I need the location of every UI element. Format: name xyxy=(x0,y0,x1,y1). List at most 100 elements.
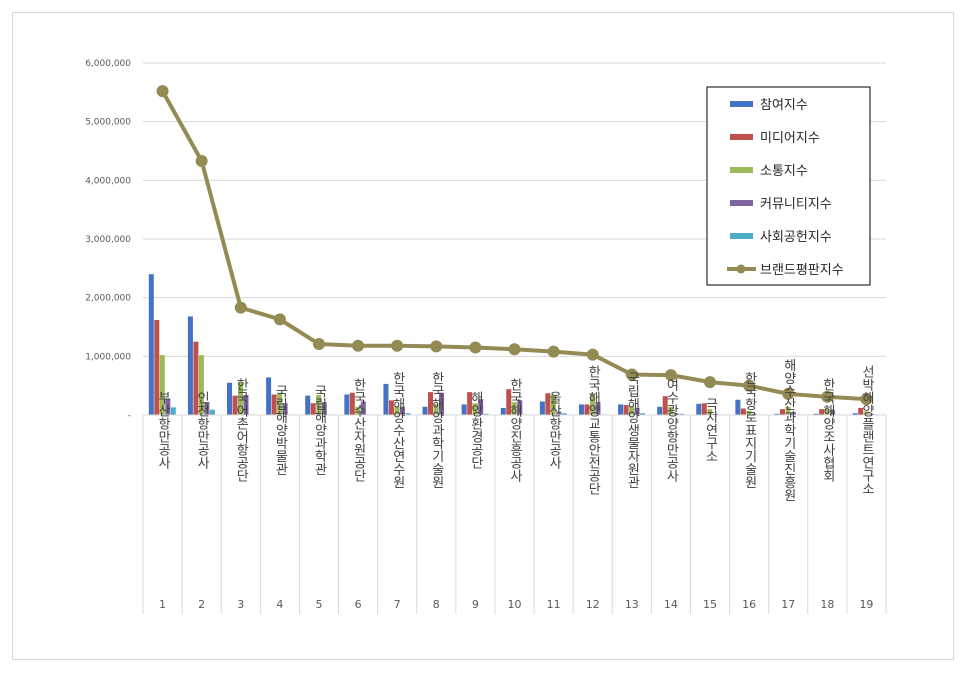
bar xyxy=(500,407,506,415)
legend-label: 참여지수 xyxy=(760,98,808,113)
bar xyxy=(467,392,473,415)
bar xyxy=(584,404,590,415)
bar xyxy=(662,396,668,415)
bar xyxy=(148,274,154,415)
bar xyxy=(863,411,869,415)
legend-entry: 참여지수 xyxy=(730,98,808,113)
line-point xyxy=(273,313,286,326)
rank-label: 7 xyxy=(394,598,401,611)
line-point xyxy=(430,340,443,353)
y-tick-label: - xyxy=(128,411,131,421)
x-tick-label: 한국해양과학기술원 xyxy=(429,372,444,489)
bars xyxy=(148,274,880,415)
bar xyxy=(618,404,624,415)
bar xyxy=(869,413,875,415)
bar xyxy=(813,413,819,415)
bar xyxy=(310,403,316,415)
rank-label: 5 xyxy=(315,598,322,611)
legend-label: 커뮤니티지수 xyxy=(760,197,832,212)
rank-label: 4 xyxy=(276,598,283,611)
rank-label: 13 xyxy=(625,598,639,611)
rank-label: 6 xyxy=(355,598,362,611)
bar xyxy=(344,394,350,415)
line-point xyxy=(743,379,756,392)
bar xyxy=(483,413,489,415)
bar xyxy=(852,413,858,415)
bar xyxy=(779,409,785,415)
bar xyxy=(790,412,796,415)
line-point xyxy=(508,343,521,356)
bar xyxy=(578,404,584,415)
bar xyxy=(712,413,718,415)
bar xyxy=(539,401,545,415)
legend-label: 소통지수 xyxy=(760,164,808,179)
rank-label: 14 xyxy=(664,598,678,611)
y-tick-label: 1,000,000 xyxy=(85,352,131,362)
bar xyxy=(824,408,830,415)
bar xyxy=(187,316,193,415)
line-point xyxy=(547,345,560,358)
x-tick-label: 인천항만공사 xyxy=(194,391,209,469)
bar xyxy=(640,413,646,415)
bar-series xyxy=(148,274,858,415)
bar xyxy=(383,383,389,415)
bar xyxy=(154,319,160,415)
legend-entry: 사회공헌지수 xyxy=(730,230,832,245)
bar xyxy=(550,395,556,415)
bar xyxy=(355,406,361,415)
line-point xyxy=(391,339,404,352)
rank-label: 18 xyxy=(820,598,834,611)
line-point xyxy=(469,341,482,354)
rank-label: 12 xyxy=(586,598,600,611)
y-axis-ticks: 6,000,000 5,000,000 4,000,000 3,000,000 2,00… xyxy=(85,59,131,421)
bar xyxy=(439,392,445,415)
y-tick-label: 5,000,000 xyxy=(85,118,131,128)
rank-label: 16 xyxy=(742,598,756,611)
bar xyxy=(277,392,283,415)
bar xyxy=(428,392,434,415)
bar xyxy=(517,400,523,415)
bar xyxy=(198,355,204,415)
y-tick-label: 6,000,000 xyxy=(85,59,131,69)
x-tick-label: 해양수산과학기술진흥원 xyxy=(781,359,796,502)
bar xyxy=(422,406,428,415)
bar xyxy=(707,409,713,415)
rank-label: 2 xyxy=(198,598,205,611)
bar xyxy=(785,406,791,415)
rank-label: 8 xyxy=(433,598,440,611)
bar xyxy=(701,403,707,415)
bar xyxy=(545,393,551,415)
bar xyxy=(819,409,825,415)
line-point xyxy=(860,393,873,406)
x-tick-label: 여수광양항만공사 xyxy=(663,378,678,482)
x-tick-label: 한국어촌어항공단 xyxy=(233,378,248,482)
line-point xyxy=(156,85,169,98)
line-point xyxy=(704,376,717,389)
legend-swatch xyxy=(730,200,753,206)
bar xyxy=(271,394,277,415)
legend-entry: 커뮤니티지수 xyxy=(730,197,832,212)
bar xyxy=(227,382,233,415)
bar xyxy=(405,413,411,415)
line-point xyxy=(625,368,638,381)
x-tick-label: 국립해양과학관 xyxy=(311,385,326,476)
legend-swatch xyxy=(730,101,753,107)
bar xyxy=(679,413,685,415)
legend-swatch xyxy=(730,233,753,239)
bar xyxy=(232,395,238,415)
legend-label: 브랜드평판지수 xyxy=(760,263,844,278)
bar xyxy=(634,407,640,415)
rank-label: 11 xyxy=(547,598,561,611)
legend-label: 사회공헌지수 xyxy=(760,230,832,245)
bar xyxy=(282,403,288,415)
x-tick-label: 한국수산자원공단 xyxy=(351,378,366,482)
bar-series xyxy=(165,392,875,415)
legend-swatch xyxy=(730,134,753,140)
x-tick-label: 한국해양조사협회 xyxy=(820,378,835,482)
legend-entry: 미디어지수 xyxy=(730,131,820,146)
bar xyxy=(556,411,562,415)
line-point xyxy=(234,301,247,314)
x-tick-label: 울산항만공사 xyxy=(546,391,561,469)
bar xyxy=(774,413,780,415)
